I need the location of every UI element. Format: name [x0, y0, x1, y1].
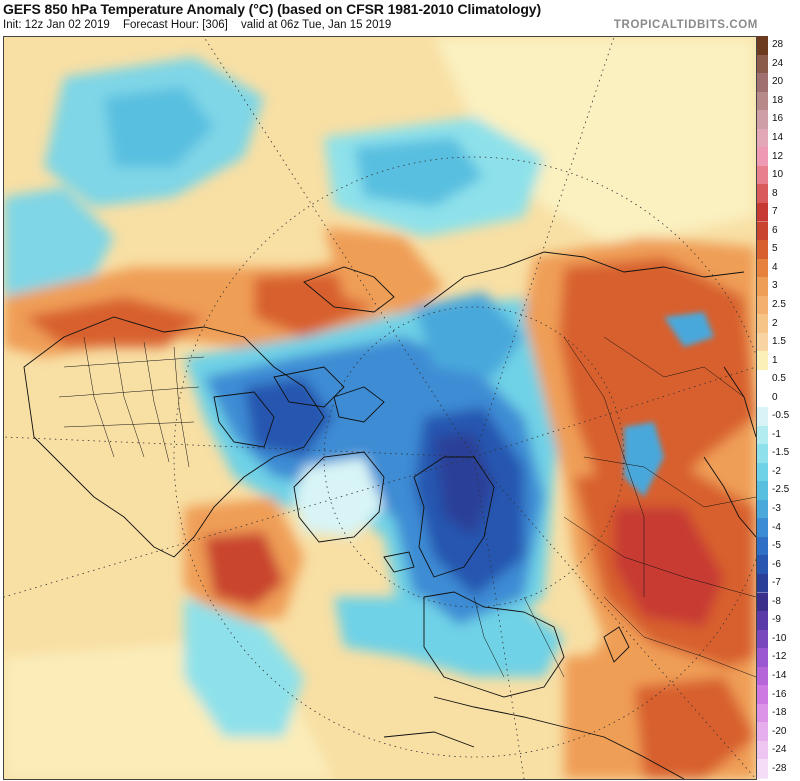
colorbar-swatch [757, 128, 768, 149]
colorbar-label: -8 [772, 595, 781, 607]
colorbar-swatch [757, 388, 768, 408]
colorbar-swatch [757, 629, 768, 650]
colorbar-swatch [757, 685, 768, 705]
colorbar-label: 5 [772, 243, 778, 255]
colorbar-label: -14 [772, 669, 787, 681]
colorbar-swatch [757, 462, 768, 483]
anomaly-map [3, 36, 757, 780]
colorbar-label: 20 [772, 76, 784, 88]
colorbar-label: -9 [772, 614, 781, 626]
map-subtitle: Init: 12z Jan 02 2019 Forecast Hour: [30… [3, 19, 401, 31]
colorbar-swatch [757, 499, 768, 520]
colorbar-swatch [757, 36, 768, 56]
colorbar-label: -1.5 [772, 447, 790, 459]
colorbar-swatch [757, 425, 768, 446]
colorbar-legend: 28 24 20 18 16 14 12 10 8 7 6 5 4 3 2.5 2 1.5 1 0.5 0 -0.5 -1… [757, 36, 800, 779]
colorbar-label: 28 [772, 39, 784, 51]
colorbar-swatch [757, 648, 768, 668]
colorbar-label: -7 [772, 577, 781, 589]
colorbar-swatch [757, 740, 768, 761]
colorbar-swatch [757, 481, 768, 501]
colorbar-swatch [757, 351, 768, 371]
colorbar-swatch [757, 221, 768, 242]
colorbar-label: -18 [772, 707, 787, 719]
init-time: Init: 12z Jan 02 2019 [3, 19, 110, 31]
colorbar-label: 1 [772, 354, 778, 366]
colorbar-label: -20 [772, 725, 787, 737]
colorbar-swatch [757, 277, 768, 297]
colorbar-label: 3 [772, 280, 778, 292]
forecast-hour: Forecast Hour: [306] [122, 19, 228, 31]
colorbar-label: -2 [772, 465, 781, 477]
colorbar-swatch [757, 592, 768, 613]
colorbar-label: -16 [772, 688, 787, 700]
colorbar-label: -6 [772, 558, 781, 570]
colorbar-swatch [757, 54, 768, 75]
colorbar-swatch [757, 611, 768, 631]
colorbar-swatch [757, 240, 768, 260]
colorbar-label: -12 [772, 651, 787, 663]
colorbar-label: -3 [772, 503, 781, 515]
colorbar-swatch [757, 703, 768, 724]
colorbar-label: 10 [772, 169, 784, 181]
colorbar-swatch [757, 666, 768, 687]
colorbar-swatch [757, 444, 768, 464]
colorbar-label: -28 [772, 762, 787, 774]
colorbar-swatch [757, 258, 768, 279]
colorbar-swatch [757, 314, 768, 334]
anomaly-map-canvas [4, 37, 756, 779]
colorbar-label: 0.5 [772, 373, 786, 385]
colorbar-label: -24 [772, 744, 787, 756]
colorbar-label: -10 [772, 632, 787, 644]
site-brand: TROPICALTIDBITS.COM [613, 19, 758, 31]
colorbar-label: -1 [772, 428, 781, 440]
cold-pockets [624, 312, 714, 497]
colorbar-label: 16 [772, 113, 784, 125]
colorbar-swatch [757, 110, 768, 130]
colorbar-swatch [757, 184, 768, 204]
colorbar-swatch [757, 332, 768, 353]
colorbar-swatch [757, 759, 768, 779]
colorbar-label: 7 [772, 206, 778, 218]
colorbar-label: 14 [772, 132, 784, 144]
map-title: GEFS 850 hPa Temperature Anomaly (°C) (b… [3, 1, 542, 17]
colorbar-label: -2.5 [772, 484, 790, 496]
colorbar-label: 4 [772, 261, 778, 273]
colorbar-label: -4 [772, 521, 781, 533]
map-header: GEFS 850 hPa Temperature Anomaly (°C) (b… [0, 0, 800, 36]
colorbar-label: 18 [772, 94, 784, 106]
colorbar-swatch [757, 555, 768, 575]
colorbar-swatch [757, 407, 768, 427]
colorbar-label: -0.5 [772, 410, 790, 422]
political-borders [58, 336, 756, 678]
colorbar-swatch [757, 295, 768, 316]
colorbar-swatch [757, 722, 768, 742]
colorbar-swatch [757, 518, 768, 538]
valid-time: valid at 06z Tue, Jan 15 2019 [241, 19, 392, 31]
colorbar-label: 0 [772, 391, 778, 403]
colorbar-swatch [757, 202, 768, 223]
colorbar-label: 12 [772, 150, 784, 162]
colorbar-label: 24 [772, 57, 784, 69]
colorbar-swatch [757, 573, 768, 594]
colorbar-label: 6 [772, 224, 778, 236]
colorbar-label: -5 [772, 540, 781, 552]
colorbar-swatch [757, 369, 768, 390]
colorbar-label: 2 [772, 317, 778, 329]
colorbar-label: 8 [772, 187, 778, 199]
colorbar-label: 2.5 [772, 298, 786, 310]
colorbar-swatch [757, 73, 768, 93]
colorbar-swatch [757, 165, 768, 186]
colorbar-swatch [757, 91, 768, 112]
colorbar-swatch [757, 536, 768, 557]
coastlines [23, 251, 756, 779]
colorbar-label: 1.5 [772, 336, 786, 348]
colorbar-swatch [757, 147, 768, 167]
